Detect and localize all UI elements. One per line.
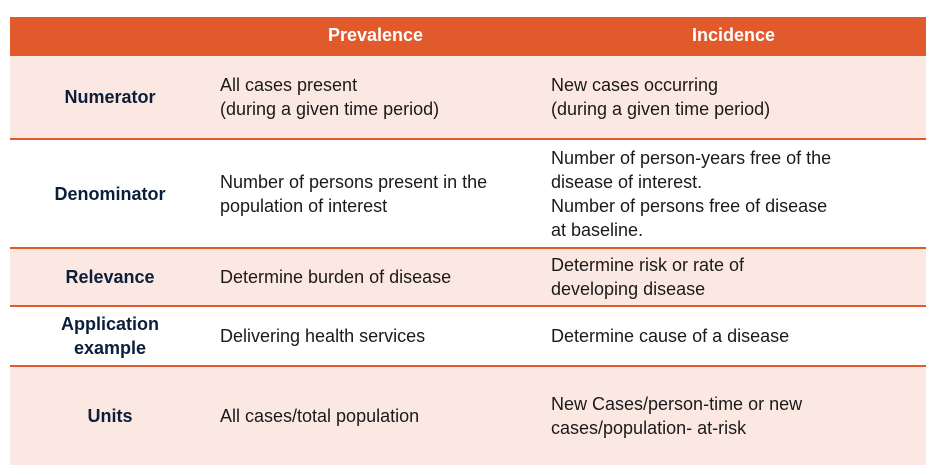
cell-relevance-incidence: Determine risk or rate of developing dis… [541, 249, 926, 305]
label-line: Application [61, 314, 159, 334]
header-prevalence: Prevalence [210, 17, 541, 54]
cell-line: (during a given time period) [220, 99, 440, 119]
row-label-denominator: Denominator [10, 140, 210, 247]
cell-line: New Cases/person-time or new [551, 394, 803, 414]
cell-line: Determine burden of disease [220, 267, 452, 287]
cell-line: at baseline. [551, 219, 644, 240]
row-label-application-example: Application example [10, 307, 210, 365]
cell-line: population of interest [220, 195, 388, 216]
label-line: Numerator [64, 87, 156, 107]
cell-line: All cases/total population [220, 406, 420, 426]
cell-line: Determine cause of a disease [551, 326, 790, 346]
cell-line: All cases present [220, 75, 358, 95]
cell-line: developing disease [551, 279, 706, 299]
cell-line: Number of person-years free of the [551, 147, 832, 168]
cell-relevance-prevalence: Determine burden of disease [210, 249, 541, 305]
label-line: example [73, 338, 147, 358]
cell-units-incidence: New Cases/person-time or new cases/popul… [541, 367, 926, 465]
header-incidence: Incidence [541, 17, 926, 54]
cell-line: Determine risk or rate of [551, 255, 745, 275]
cell-numerator-prevalence: All cases present (during a given time p… [210, 56, 541, 138]
label-line: Units [87, 406, 133, 426]
cell-line: cases/population- at-risk [551, 418, 747, 438]
cell-application-incidence: Determine cause of a disease [541, 307, 926, 365]
cell-denominator-incidence: Number of person-years free of the disea… [541, 140, 926, 247]
label-line: Relevance [65, 267, 155, 287]
row-label-units: Units [10, 367, 210, 465]
cell-line: disease of interest. [551, 171, 703, 192]
cell-application-prevalence: Delivering health services [210, 307, 541, 365]
cell-denominator-prevalence: Number of persons present in the populat… [210, 140, 541, 247]
cell-units-prevalence: All cases/total population [210, 367, 541, 465]
row-label-numerator: Numerator [10, 56, 210, 138]
cell-line: New cases occurring [551, 75, 719, 95]
header-empty-cell [10, 17, 210, 54]
cell-numerator-incidence: New cases occurring (during a given time… [541, 56, 926, 138]
cell-line: (during a given time period) [551, 99, 771, 119]
cell-line: Number of persons present in the [220, 171, 488, 192]
row-label-relevance: Relevance [10, 249, 210, 305]
label-line: Denominator [54, 183, 166, 204]
cell-line: Delivering health services [220, 326, 426, 346]
cell-line: Number of persons free of disease [551, 195, 828, 216]
comparison-table: Prevalence Incidence Numerator All cases… [10, 17, 926, 465]
